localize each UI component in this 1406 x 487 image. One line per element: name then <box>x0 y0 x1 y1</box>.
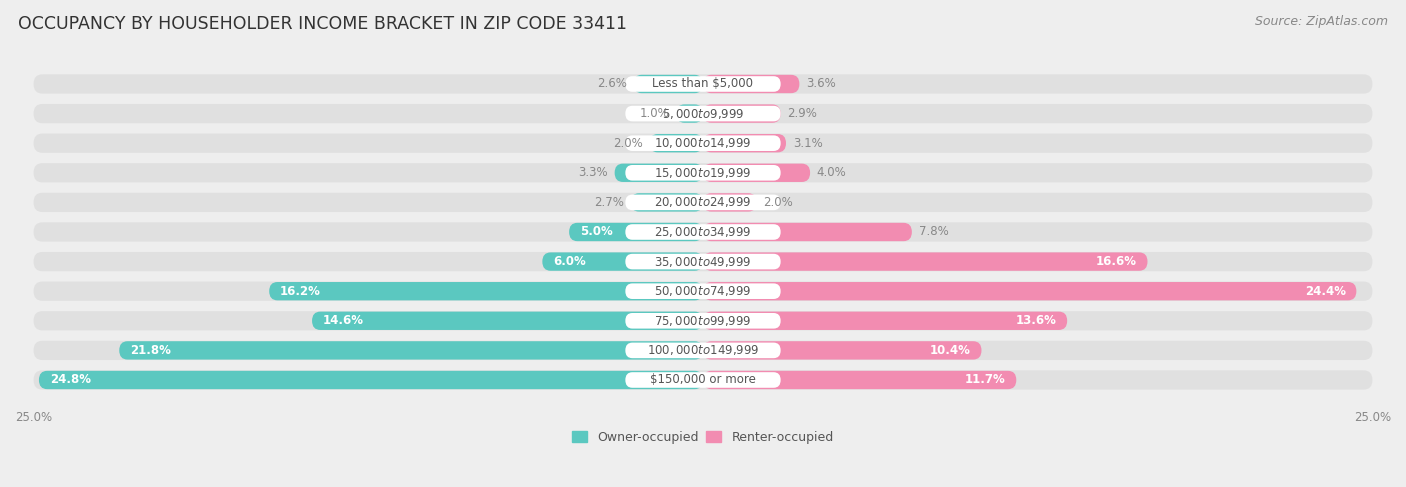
Text: $25,000 to $34,999: $25,000 to $34,999 <box>654 225 752 239</box>
Text: $75,000 to $99,999: $75,000 to $99,999 <box>654 314 752 328</box>
FancyBboxPatch shape <box>34 223 1372 242</box>
FancyBboxPatch shape <box>34 370 1372 390</box>
Text: 14.6%: 14.6% <box>323 314 364 327</box>
FancyBboxPatch shape <box>703 104 780 123</box>
Text: $100,000 to $149,999: $100,000 to $149,999 <box>647 343 759 357</box>
FancyBboxPatch shape <box>626 135 780 151</box>
FancyBboxPatch shape <box>312 312 703 330</box>
FancyBboxPatch shape <box>703 341 981 359</box>
Text: 3.3%: 3.3% <box>578 166 607 179</box>
FancyBboxPatch shape <box>650 134 703 152</box>
FancyBboxPatch shape <box>626 76 780 92</box>
FancyBboxPatch shape <box>269 282 703 300</box>
FancyBboxPatch shape <box>676 104 703 123</box>
Text: 21.8%: 21.8% <box>129 344 172 357</box>
Text: Source: ZipAtlas.com: Source: ZipAtlas.com <box>1254 15 1388 28</box>
Text: 16.2%: 16.2% <box>280 285 321 298</box>
Text: 6.0%: 6.0% <box>553 255 586 268</box>
Text: 5.0%: 5.0% <box>579 225 613 239</box>
Legend: Owner-occupied, Renter-occupied: Owner-occupied, Renter-occupied <box>572 431 834 444</box>
FancyBboxPatch shape <box>703 252 1147 271</box>
FancyBboxPatch shape <box>626 195 780 210</box>
Text: 7.8%: 7.8% <box>918 225 948 239</box>
Text: 24.4%: 24.4% <box>1305 285 1346 298</box>
Text: OCCUPANCY BY HOUSEHOLDER INCOME BRACKET IN ZIP CODE 33411: OCCUPANCY BY HOUSEHOLDER INCOME BRACKET … <box>18 15 627 33</box>
FancyBboxPatch shape <box>626 106 780 121</box>
FancyBboxPatch shape <box>626 372 780 388</box>
FancyBboxPatch shape <box>34 104 1372 123</box>
Text: $10,000 to $14,999: $10,000 to $14,999 <box>654 136 752 150</box>
FancyBboxPatch shape <box>703 134 786 152</box>
FancyBboxPatch shape <box>703 75 800 93</box>
Text: 3.6%: 3.6% <box>806 77 835 91</box>
FancyBboxPatch shape <box>39 371 703 389</box>
FancyBboxPatch shape <box>34 341 1372 360</box>
Text: 2.7%: 2.7% <box>595 196 624 209</box>
FancyBboxPatch shape <box>703 223 912 241</box>
Text: 24.8%: 24.8% <box>49 374 90 387</box>
FancyBboxPatch shape <box>34 252 1372 271</box>
FancyBboxPatch shape <box>626 165 780 181</box>
Text: 2.0%: 2.0% <box>763 196 793 209</box>
Text: 16.6%: 16.6% <box>1095 255 1137 268</box>
Text: 2.9%: 2.9% <box>787 107 817 120</box>
Text: 1.0%: 1.0% <box>640 107 669 120</box>
Text: 2.6%: 2.6% <box>596 77 627 91</box>
Text: $35,000 to $49,999: $35,000 to $49,999 <box>654 255 752 269</box>
Text: 13.6%: 13.6% <box>1015 314 1056 327</box>
FancyBboxPatch shape <box>569 223 703 241</box>
FancyBboxPatch shape <box>34 193 1372 212</box>
FancyBboxPatch shape <box>703 164 810 182</box>
Text: 11.7%: 11.7% <box>965 374 1005 387</box>
FancyBboxPatch shape <box>703 193 756 211</box>
FancyBboxPatch shape <box>34 311 1372 330</box>
FancyBboxPatch shape <box>626 224 780 240</box>
FancyBboxPatch shape <box>633 75 703 93</box>
Text: $20,000 to $24,999: $20,000 to $24,999 <box>654 195 752 209</box>
FancyBboxPatch shape <box>703 371 1017 389</box>
Text: 3.1%: 3.1% <box>793 137 823 150</box>
Text: $5,000 to $9,999: $5,000 to $9,999 <box>662 107 744 121</box>
FancyBboxPatch shape <box>626 254 780 269</box>
Text: Less than $5,000: Less than $5,000 <box>652 77 754 91</box>
FancyBboxPatch shape <box>34 281 1372 301</box>
Text: 2.0%: 2.0% <box>613 137 643 150</box>
Text: 4.0%: 4.0% <box>817 166 846 179</box>
FancyBboxPatch shape <box>631 193 703 211</box>
Text: $150,000 or more: $150,000 or more <box>650 374 756 387</box>
FancyBboxPatch shape <box>34 163 1372 183</box>
FancyBboxPatch shape <box>626 342 780 358</box>
FancyBboxPatch shape <box>543 252 703 271</box>
FancyBboxPatch shape <box>703 282 1357 300</box>
FancyBboxPatch shape <box>614 164 703 182</box>
FancyBboxPatch shape <box>120 341 703 359</box>
Text: $50,000 to $74,999: $50,000 to $74,999 <box>654 284 752 298</box>
FancyBboxPatch shape <box>34 75 1372 94</box>
FancyBboxPatch shape <box>626 313 780 329</box>
FancyBboxPatch shape <box>626 283 780 299</box>
FancyBboxPatch shape <box>703 312 1067 330</box>
Text: $15,000 to $19,999: $15,000 to $19,999 <box>654 166 752 180</box>
FancyBboxPatch shape <box>34 133 1372 153</box>
Text: 10.4%: 10.4% <box>929 344 970 357</box>
